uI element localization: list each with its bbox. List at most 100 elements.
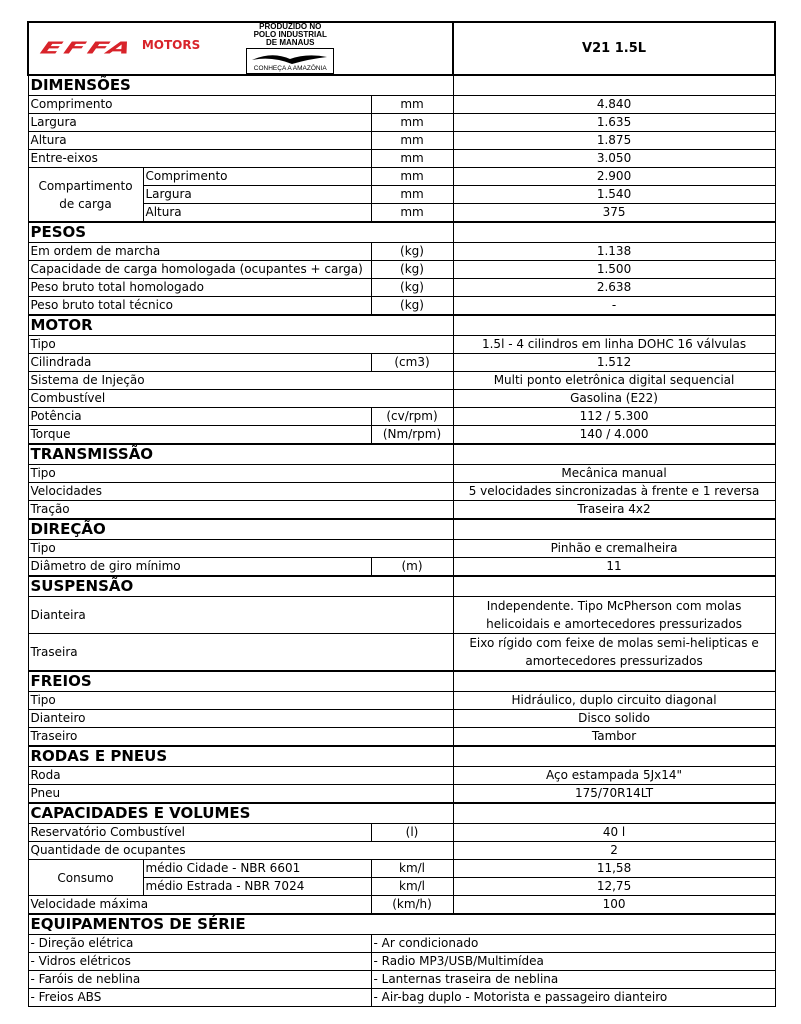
spec-unit: (km/h) [370,895,454,915]
section-title: EQUIPAMENTOS DE SÉRIE [27,913,776,935]
spec-unit: (kg) [370,278,454,297]
spec-unit: (kg) [370,296,454,316]
group-label: Compartimento de carga [27,167,144,223]
spec-label: Tipo [27,691,454,710]
section-title: PESOS [27,221,454,243]
spec-value: - [452,296,776,316]
spec-label: Capacidade de carga homologada (ocupante… [27,260,372,279]
spec-row: Combustível Gasolina (E22) [27,389,776,408]
spec-value: Disco solido [452,709,776,728]
spec-label: Tipo [27,539,454,558]
spec-row: Em ordem de marcha (kg) 1.138 [27,242,776,261]
spec-label: Quantidade de ocupantes [27,841,454,860]
section-title: TRANSMISSÃO [27,443,454,465]
spec-value: Independente. Tipo McPherson com molas h… [452,596,776,634]
spec-value: 2.900 [452,167,776,186]
spec-row: Roda Aço estampada 5Jx14" [27,766,776,785]
spec-row: Torque (Nm/rpm) 140 / 4.000 [27,425,776,445]
spec-value: 140 / 4.000 [452,425,776,445]
section-value-spacer [452,745,776,767]
spec-value: 1.500 [452,260,776,279]
spec-unit: (cm3) [370,353,454,372]
section-header-row: DIMENSÕES [27,74,776,96]
spec-row: Tipo Mecânica manual [27,464,776,483]
spec-label: Roda [27,766,454,785]
section-title: RODAS E PNEUS [27,745,454,767]
spec-value: 3.050 [452,149,776,168]
spec-row: Altura mm 1.875 [27,131,776,150]
spec-row: Peso bruto total técnico (kg) - [27,296,776,316]
spec-unit: mm [370,203,454,223]
spec-label: Traseiro [27,727,454,747]
equipment-item: - Vidros elétricos [27,952,372,971]
brand-logo: EFFA [37,38,138,59]
spec-row: Compartimento de carga Comprimento mm 2.900 [27,167,776,223]
equipment-row: - Faróis de neblina - Lanternas traseira … [27,970,776,989]
section-title: FREIOS [27,670,454,692]
spec-row: médio Estrada - NBR 7024 km/l 12,75 [28,877,776,896]
spec-row: Capacidade de carga homologada (ocupante… [27,260,776,279]
spec-unit: (m) [370,557,454,577]
spec-label: Combustível [27,389,454,408]
spec-unit: mm [370,149,454,168]
spec-label: Em ordem de marcha [27,242,372,261]
spec-value: 2 [452,841,776,860]
spec-unit: (kg) [370,260,454,279]
section-value-spacer [452,74,776,96]
spec-row: Dianteiro Disco solido [27,709,776,728]
section-header-row: FREIOS [27,670,776,692]
equipment-item: - Ar condicionado [370,934,776,953]
spec-value: Aço estampada 5Jx14" [452,766,776,785]
section-header-row: RODAS E PNEUS [27,745,776,767]
spec-value: Eixo rígido com feixe de molas semi-heli… [452,633,776,672]
spec-value: 2.638 [452,278,776,297]
equipment-row: - Direção elétrica - Ar condicionado [27,934,776,953]
spec-value: Mecânica manual [452,464,776,483]
badge-line: POLO INDUSTRIAL [253,30,327,39]
spec-row: Tração Traseira 4x2 [27,500,776,520]
section-value-spacer [452,575,776,597]
spec-unit: (Nm/rpm) [370,425,454,445]
spec-label: médio Cidade - NBR 6601 [142,859,372,878]
section-header-row: MOTOR [27,314,776,336]
spec-row: Tipo Hidráulico, duplo circuito diagonal [27,691,776,710]
section-title: DIMENSÕES [27,74,454,96]
spec-unit: mm [370,113,454,132]
spec-label: Altura [27,131,372,150]
spec-unit: km/l [370,877,454,896]
spec-label: Peso bruto total técnico [27,296,372,316]
spec-row: Largura mm 1.635 [27,113,776,132]
spec-value: Gasolina (E22) [452,389,776,408]
manaus-badge: PRODUZIDO NO POLO INDUSTRIAL DE MANAUS C… [246,24,335,73]
spec-row: Largura mm 1.540 [28,185,776,204]
section-title: DIREÇÃO [27,518,454,540]
spec-value: 1.5l - 4 cilindros em linha DOHC 16 válv… [452,335,776,354]
spec-label: Tração [27,500,454,520]
header-row: EFFA MOTORS PRODUZIDO NO POLO INDUSTRIAL… [26,21,777,76]
spec-value: 1.512 [452,353,776,372]
section-header-row: CAPACIDADES E VOLUMES [27,802,776,824]
equipment-item: - Direção elétrica [27,934,372,953]
spec-row: Velocidades 5 velocidades sincronizadas à… [27,482,776,501]
spec-row: Traseiro Tambor [27,727,776,747]
spec-value: 40 l [452,823,776,842]
spec-label: Largura [142,185,372,204]
spec-label: Peso bruto total homologado [27,278,372,297]
spec-value: Multi ponto eletrônica digital sequencia… [452,371,776,390]
spec-value: Pinhão e cremalheira [452,539,776,558]
section-value-spacer [452,670,776,692]
section-header-row: EQUIPAMENTOS DE SÉRIE [27,913,776,935]
spec-row: Traseira Eixo rígido com feixe de molas s… [27,633,776,672]
model-title: V21 1.5L [452,21,777,76]
spec-unit: km/l [370,859,454,878]
spec-row: Entre-eixos mm 3.050 [27,149,776,168]
spec-value: Hidráulico, duplo circuito diagonal [452,691,776,710]
spec-row: Cilindrada (cm3) 1.512 [27,353,776,372]
spec-row: Sistema de Injeção Multi ponto eletrônica… [27,371,776,390]
section-value-spacer [452,518,776,540]
spec-label: Reservatório Combustível [27,823,372,842]
spec-label: Torque [27,425,372,445]
section-header-row: PESOS [27,221,776,243]
equipment-row: - Freios ABS - Air-bag duplo - Motorista … [27,988,776,1007]
spec-row: Tipo 1.5l - 4 cilindros em linha DOHC 16 … [27,335,776,354]
